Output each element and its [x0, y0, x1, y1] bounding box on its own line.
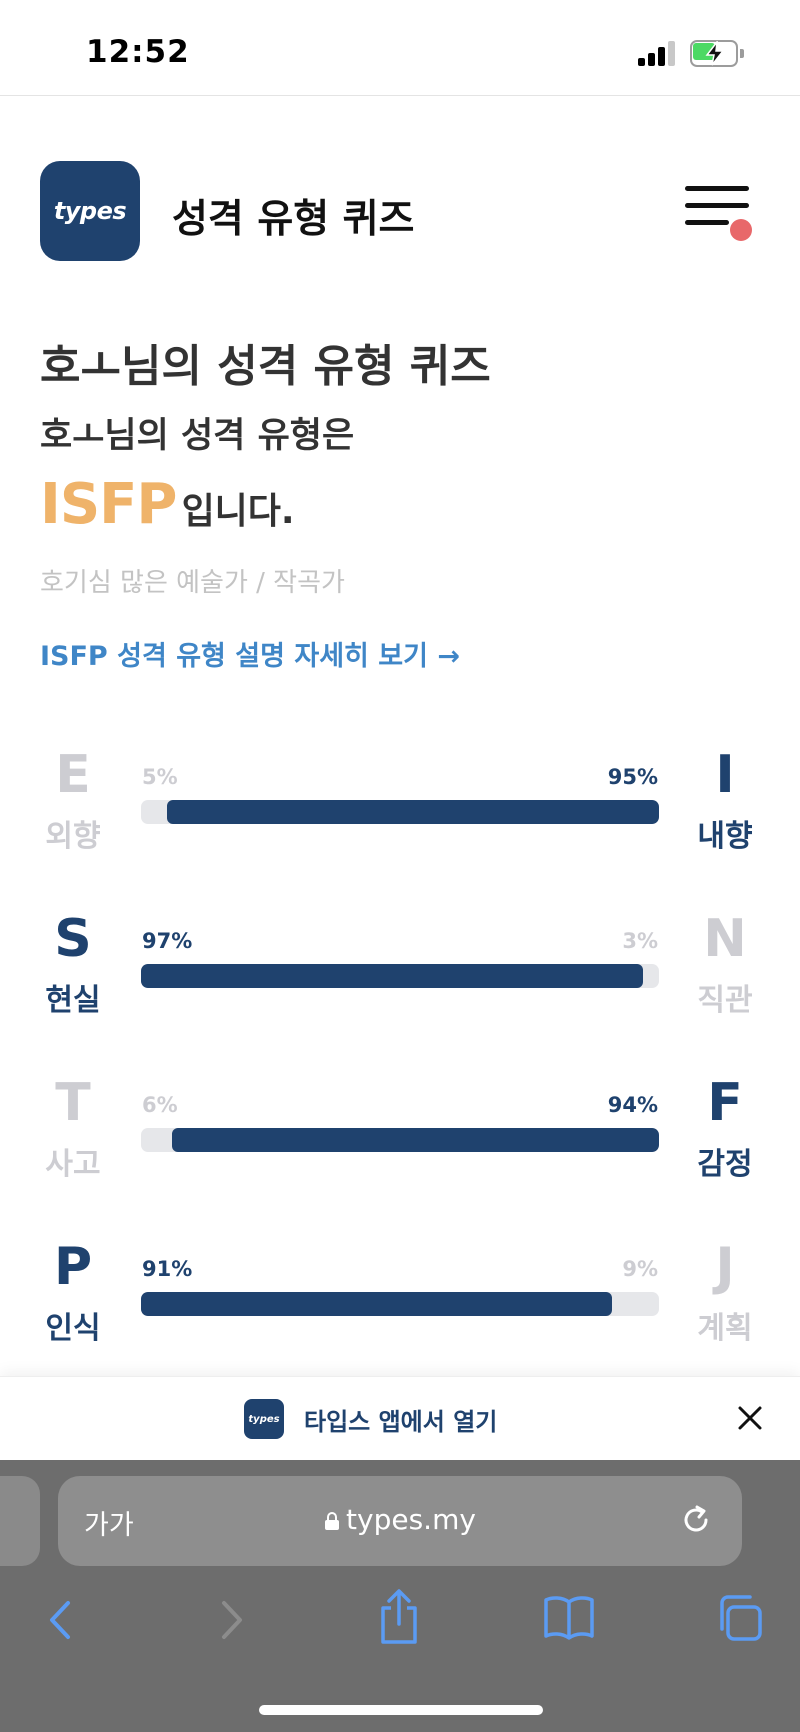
trait-left-letter: P	[53, 1237, 93, 1297]
trait-left-percent: 5%	[142, 765, 178, 789]
result-type: ISFP 입니다.	[40, 472, 295, 537]
trait-right-letter: F	[707, 1073, 743, 1133]
trait-right-letter: N	[703, 909, 747, 969]
type-description: 호기심 많은 예술가 / 작곡가	[40, 568, 345, 598]
result-heading: 호ㅗ님의 성격 유형은	[40, 416, 355, 456]
banner-logo-text: types	[248, 1413, 280, 1425]
notification-dot	[730, 219, 752, 241]
reload-icon[interactable]	[676, 1500, 716, 1540]
trait-left-percent: 91%	[142, 1257, 193, 1281]
trait-right-label: 내향	[697, 819, 753, 854]
trait-bar	[141, 1128, 659, 1152]
cellular-signal-icon	[638, 40, 678, 66]
trait-right-percent: 95%	[607, 765, 658, 789]
trait-row-ei: E 외향 5% 95% I 내향	[0, 745, 800, 895]
type-code: ISFP	[40, 472, 177, 537]
trait-row-pj: P 인식 91% 9% J 계획	[0, 1237, 800, 1387]
trait-bar-fill	[166, 800, 659, 824]
trait-right-percent: 94%	[607, 1093, 658, 1117]
share-icon[interactable]	[376, 1588, 422, 1646]
trait-right-label: 직관	[697, 983, 753, 1018]
forward-icon[interactable]	[214, 1595, 250, 1645]
url-display[interactable]: types.my	[58, 1503, 742, 1536]
home-indicator	[259, 1705, 543, 1715]
address-bar[interactable]: 가가 types.my	[58, 1476, 742, 1566]
trait-left-percent: 97%	[142, 929, 193, 953]
tabs-icon[interactable]	[714, 1593, 764, 1643]
trait-right-label: 계획	[697, 1311, 753, 1346]
trait-bar-fill	[172, 1128, 659, 1152]
trait-right-letter: J	[715, 1237, 735, 1297]
trait-bar	[141, 1292, 659, 1316]
trait-left-letter: T	[55, 1073, 91, 1133]
trait-row-tf: T 사고 6% 94% F 감정	[0, 1073, 800, 1223]
battery-charging-icon	[690, 40, 744, 67]
site-title: 성격 유형 퀴즈	[172, 197, 415, 242]
logo-text: types	[53, 197, 127, 225]
trait-left-letter: S	[54, 909, 92, 969]
bookmarks-icon[interactable]	[542, 1594, 596, 1642]
url-text: types.my	[346, 1503, 476, 1536]
trait-left-label: 사고	[45, 1147, 101, 1182]
quiz-title: 호ㅗ님의 성격 유형 퀴즈	[40, 341, 491, 392]
trait-right-letter: I	[715, 745, 735, 805]
trait-right-label: 감정	[697, 1147, 753, 1182]
trait-bar-fill	[141, 964, 644, 988]
trait-right-percent: 3%	[622, 929, 658, 953]
banner-app-icon: types	[244, 1399, 284, 1439]
back-icon[interactable]	[42, 1595, 78, 1645]
trait-left-label: 외향	[45, 819, 101, 854]
trait-bar	[141, 964, 659, 988]
types-logo[interactable]: types	[40, 161, 140, 261]
status-bar: 12:52	[0, 0, 800, 96]
trait-bar	[141, 800, 659, 824]
hamburger-menu-button[interactable]	[685, 186, 752, 242]
previous-tab-edge[interactable]	[0, 1476, 40, 1566]
text-size-button[interactable]: 가가	[84, 1510, 134, 1541]
close-icon[interactable]	[733, 1401, 767, 1435]
trait-left-percent: 6%	[142, 1093, 178, 1117]
open-in-app-label[interactable]: 타입스 앱에서 열기	[304, 1407, 498, 1436]
browser-toolbar: 가가 types.my	[0, 1460, 800, 1732]
status-time: 12:52	[86, 34, 190, 70]
trait-left-letter: E	[55, 745, 91, 805]
lock-icon	[325, 1512, 340, 1530]
trait-left-label: 인식	[45, 1311, 101, 1346]
trait-right-percent: 9%	[622, 1257, 658, 1281]
trait-bar-fill	[141, 1292, 613, 1316]
type-suffix: 입니다.	[181, 491, 295, 532]
open-in-app-banner[interactable]: types 타입스 앱에서 열기	[0, 1376, 800, 1460]
trait-left-label: 현실	[45, 983, 101, 1018]
trait-row-sn: S 현실 97% 3% N 직관	[0, 909, 800, 1059]
type-detail-link[interactable]: ISFP 성격 유형 설명 자세히 보기 →	[40, 641, 460, 672]
